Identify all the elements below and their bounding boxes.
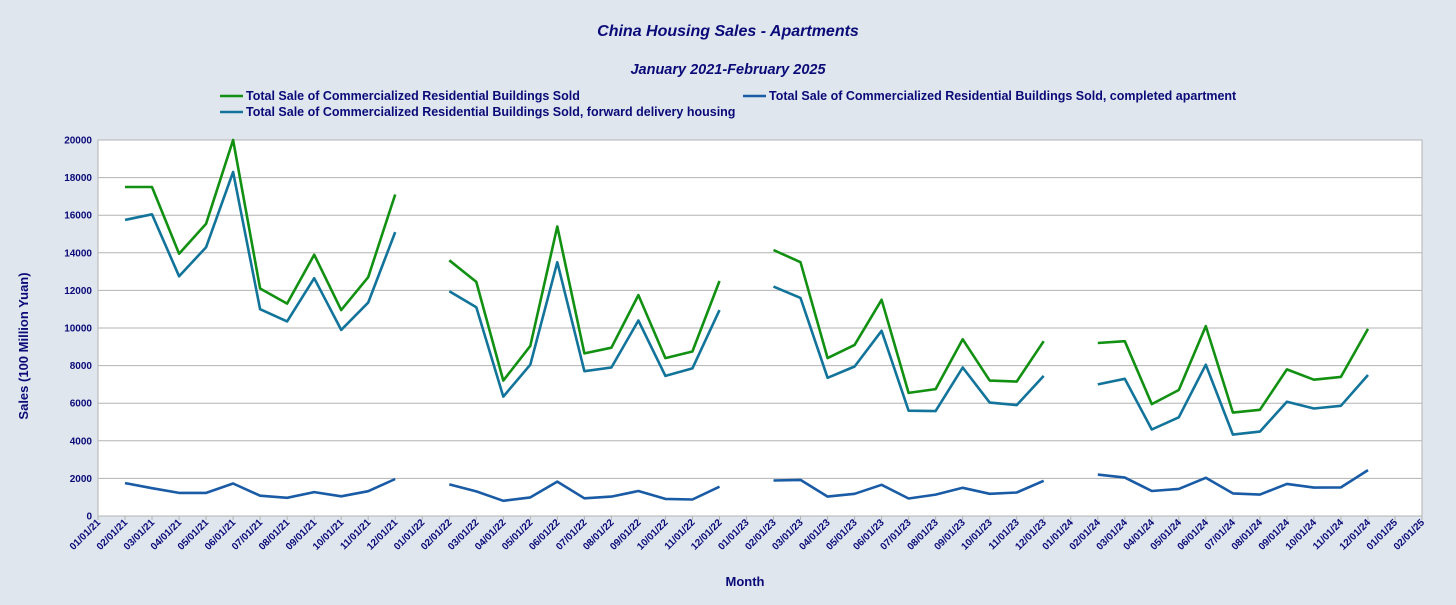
legend: Total Sale of Commercialized Residential… (220, 89, 1237, 119)
chart-subtitle: January 2021-February 2025 (630, 62, 826, 78)
y-tick-label: 16000 (64, 211, 92, 222)
y-tick-label: 10000 (64, 324, 92, 335)
legend-item-completed: Total Sale of Commercialized Residential… (743, 89, 1237, 103)
y-tick-labels: 0 2000 4000 6000 8000 10000 12000 14000 16000 180… (64, 136, 92, 523)
legend-item-total: Total Sale of Commercialized Residential… (220, 89, 580, 103)
series-line-2 (448, 260, 721, 398)
y-tick-label: 2000 (70, 474, 93, 485)
series-line-1 (124, 477, 396, 500)
series-line-2 (124, 170, 397, 332)
series-lines (124, 138, 1370, 503)
series-line-0 (448, 225, 721, 382)
series-line-1 (1097, 469, 1369, 496)
series-line-0 (772, 248, 1045, 395)
legend-label-forward: Total Sale of Commercialized Residential… (246, 105, 735, 119)
x-tick-labels: 01/01/2102/01/2103/01/2104/01/2105/01/21… (68, 516, 1427, 553)
legend-item-forward: Total Sale of Commercialized Residential… (220, 105, 735, 119)
chart-title: China Housing Sales - Apartments (597, 23, 859, 40)
legend-label-total: Total Sale of Commercialized Residential… (246, 89, 580, 103)
series-line-2 (1097, 363, 1369, 436)
y-tick-label: 20000 (64, 136, 92, 147)
legend-label-completed: Total Sale of Commercialized Residential… (769, 89, 1237, 103)
series-line-0 (1097, 324, 1370, 414)
series-line-1 (448, 480, 721, 503)
y-axis-title: Sales (100 Million Yuan) (16, 272, 31, 419)
y-tick-label: 18000 (64, 173, 92, 184)
series-line-1 (773, 478, 1045, 500)
gridlines (98, 139, 1422, 479)
y-tick-label: 12000 (64, 286, 92, 297)
y-tick-label: 14000 (64, 248, 92, 259)
series-line-0 (125, 138, 397, 312)
y-tick-label: 0 (86, 512, 92, 523)
y-tick-label: 8000 (70, 361, 93, 372)
series-line-2 (772, 285, 1045, 413)
x-axis-title: Month (726, 574, 765, 589)
y-tick-label: 4000 (70, 436, 93, 447)
y-tick-label: 6000 (70, 399, 93, 410)
